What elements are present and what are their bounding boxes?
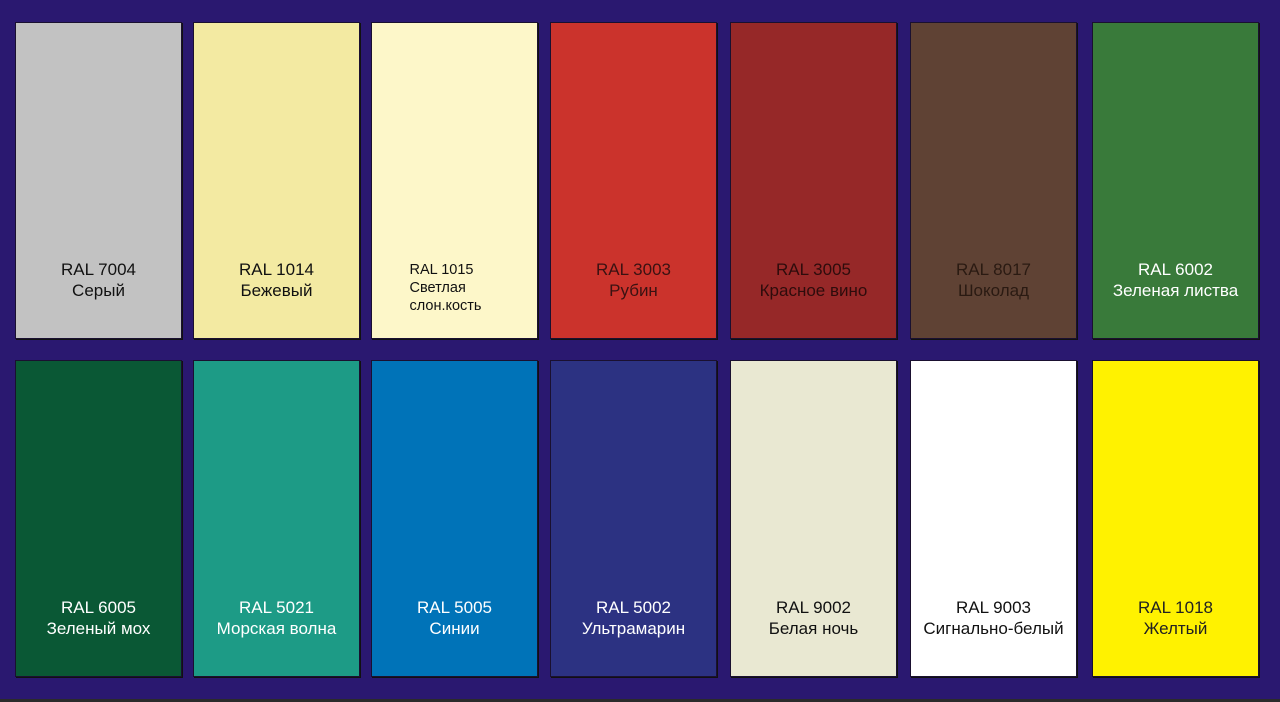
ral-code: RAL 1015 — [409, 262, 474, 278]
ral-code: RAL 1014 — [239, 260, 314, 279]
color-swatch: RAL 3005 Красное вино — [730, 22, 897, 339]
color-swatch: RAL 5021 Морская волна — [193, 360, 360, 677]
swatch-label: RAL 9003 Сигнально-белый — [911, 597, 1076, 639]
ral-code: RAL 6002 — [1138, 260, 1213, 279]
color-name: Морская волна — [216, 619, 337, 638]
swatch-label: RAL 5002 Ультрамарин — [551, 597, 716, 639]
color-swatch: RAL 1018 Желтый — [1092, 360, 1259, 677]
color-swatch: RAL 5005 Синии — [371, 360, 538, 677]
swatch-label: RAL 3005 Красное вино — [731, 259, 896, 301]
color-name: Зеленый мох — [46, 619, 151, 638]
color-name: Сигнально-белый — [923, 619, 1064, 638]
swatch-label: RAL 1015 Светлая слон.кость — [372, 261, 537, 315]
color-swatch: RAL 1015 Светлая слон.кость — [371, 22, 538, 339]
ral-code: RAL 5005 — [417, 598, 492, 617]
color-swatch: RAL 8017 Шоколад — [910, 22, 1077, 339]
color-name: Желтый — [1143, 619, 1208, 638]
ral-code: RAL 7004 — [61, 260, 136, 279]
ral-code: RAL 5021 — [239, 598, 314, 617]
color-name: Рубин — [609, 281, 658, 300]
ral-code: RAL 1018 — [1138, 598, 1213, 617]
ral-code: RAL 9003 — [956, 598, 1031, 617]
swatch-label: RAL 8017 Шоколад — [911, 259, 1076, 301]
color-name: Ультрамарин — [581, 619, 686, 638]
ral-code: RAL 5002 — [596, 598, 671, 617]
color-name: Серый — [72, 281, 125, 300]
color-swatch: RAL 5002 Ультрамарин — [550, 360, 717, 677]
color-swatch: RAL 1014 Бежевый — [193, 22, 360, 339]
color-name: Синии — [429, 619, 480, 638]
color-swatch: RAL 3003 Рубин — [550, 22, 717, 339]
color-name: Красное вино — [759, 281, 868, 300]
swatch-label: RAL 7004 Серый — [16, 259, 181, 301]
swatch-label: RAL 3003 Рубин — [551, 259, 716, 301]
bottom-border — [0, 699, 1280, 702]
ral-code: RAL 3005 — [776, 260, 851, 279]
swatch-label: RAL 1014 Бежевый — [194, 259, 359, 301]
color-name: Светлая слон.кость — [409, 280, 482, 314]
color-swatch: RAL 6005 Зеленый мох — [15, 360, 182, 677]
color-name: Белая ночь — [768, 619, 859, 638]
swatch-label: RAL 1018 Желтый — [1093, 597, 1258, 639]
swatch-label: RAL 5005 Синии — [372, 597, 537, 639]
ral-code: RAL 9002 — [776, 598, 851, 617]
ral-code: RAL 3003 — [596, 260, 671, 279]
color-swatch: RAL 9003 Сигнально-белый — [910, 360, 1077, 677]
color-name: Шоколад — [957, 281, 1030, 300]
swatch-label: RAL 6002 Зеленая листва — [1093, 259, 1258, 301]
swatch-label: RAL 6005 Зеленый мох — [16, 597, 181, 639]
swatch-label: RAL 9002 Белая ночь — [731, 597, 896, 639]
ral-code: RAL 8017 — [956, 260, 1031, 279]
color-swatch: RAL 7004 Серый — [15, 22, 182, 339]
color-swatch: RAL 6002 Зеленая листва — [1092, 22, 1259, 339]
ral-code: RAL 6005 — [61, 598, 136, 617]
color-name: Бежевый — [240, 281, 313, 300]
color-name: Зеленая листва — [1112, 281, 1239, 300]
color-swatch: RAL 9002 Белая ночь — [730, 360, 897, 677]
swatch-label: RAL 5021 Морская волна — [194, 597, 359, 639]
